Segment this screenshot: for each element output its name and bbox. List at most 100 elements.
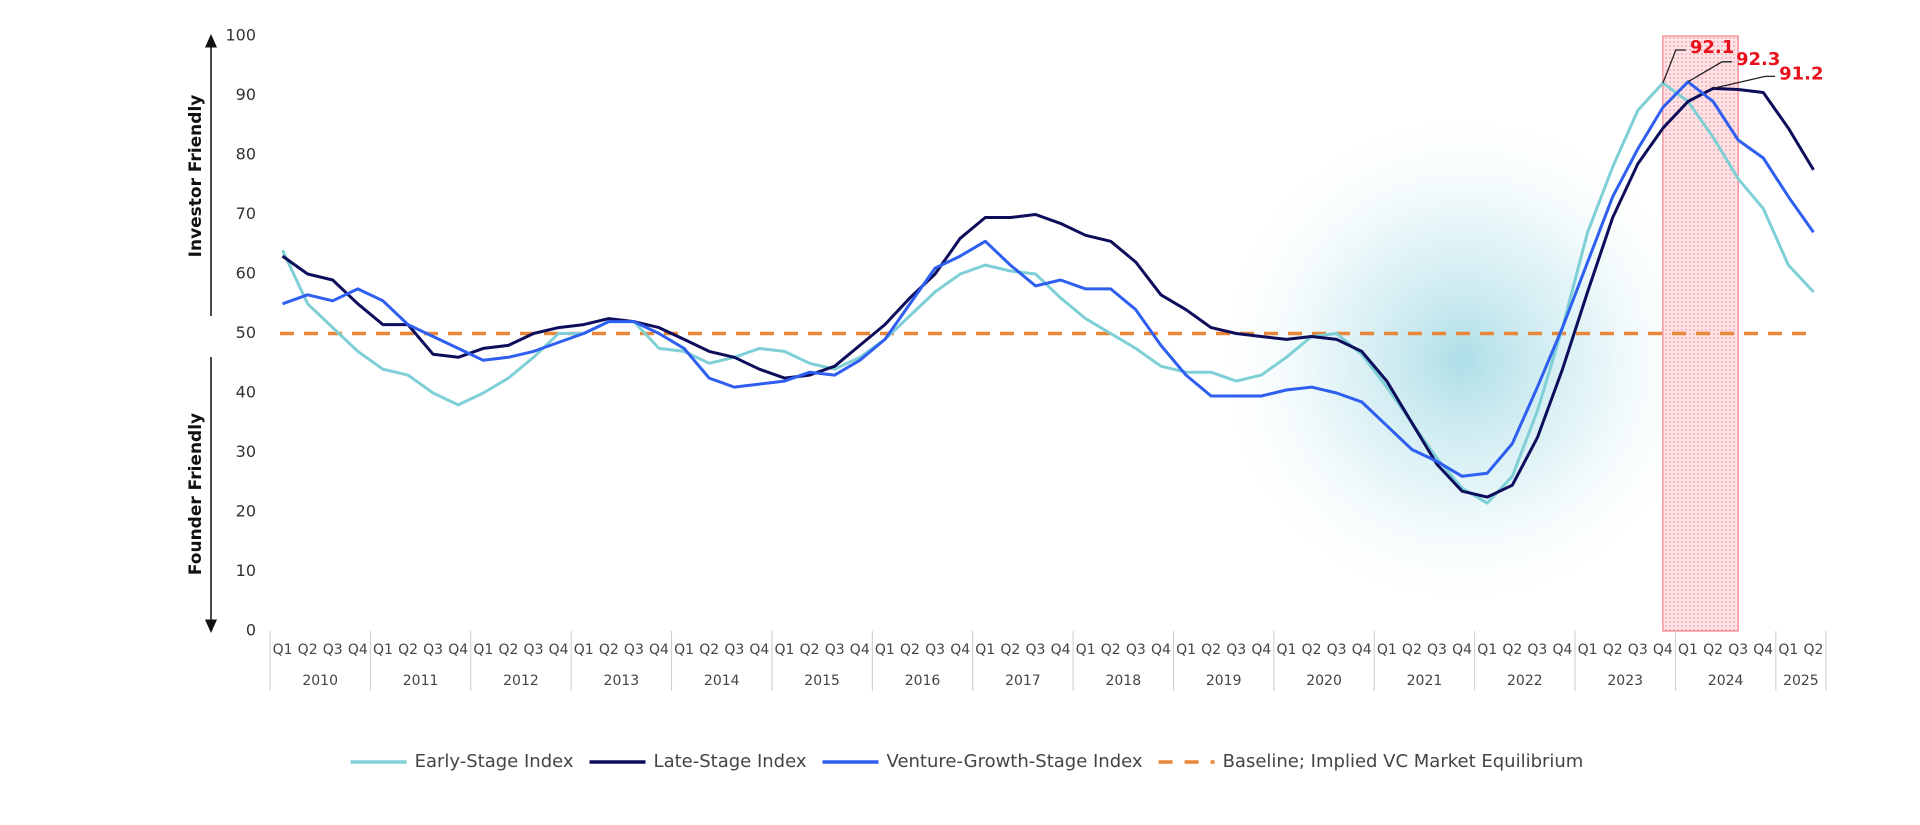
quarter-label: Q4 [348,642,368,658]
quarter-label: Q3 [524,642,544,658]
quarter-label: Q3 [1126,642,1146,658]
y-label-upper: Investor Friendly [186,95,206,258]
quarter-label: Q3 [724,642,744,658]
legend-label: Early-Stage Index [415,751,574,772]
quarter-label: Q4 [549,642,569,658]
y-tick-label: 20 [236,502,256,521]
y-tick-label: 50 [236,323,256,342]
quarter-label: Q4 [1151,642,1171,658]
series-line [281,80,1815,478]
quarter-label: Q1 [574,642,594,658]
quarter-label: Q3 [1025,642,1045,658]
quarter-label: Q3 [1327,642,1347,658]
background-glow [1203,100,1723,620]
quarter-label: Q4 [950,642,970,658]
quarter-label: Q2 [1101,642,1121,658]
quarter-label: Q3 [1527,642,1547,658]
quarter-label: Q2 [1402,642,1422,658]
quarter-label: Q2 [599,642,619,658]
quarter-label: Q1 [1477,642,1497,658]
year-label: 2017 [1005,673,1041,689]
year-label: 2013 [604,673,640,689]
quarter-label: Q4 [1251,642,1271,658]
quarter-label: Q3 [624,642,644,658]
quarter-label: Q4 [1653,642,1673,658]
y-label-lower: Founder Friendly [186,413,206,575]
value-label: 91.2 [1779,63,1823,84]
year-label: 2022 [1507,673,1543,689]
quarter-label: Q2 [498,642,518,658]
quarter-label: Q3 [323,642,343,658]
quarter-label: Q3 [1427,642,1447,658]
y-tick-label: 40 [236,383,256,402]
annotation-leader [1662,49,1686,84]
quarter-label: Q4 [1553,642,1573,658]
quarter-label: Q3 [1628,642,1648,658]
quarter-label: Q2 [1502,642,1522,658]
y-tick-label: 10 [236,561,256,580]
quarter-label: Q2 [900,642,920,658]
quarter-label: Q1 [373,642,393,658]
year-label: 2025 [1783,673,1819,689]
series-line [281,86,1815,499]
quarter-label: Q1 [1176,642,1196,658]
quarter-label: Q4 [448,642,468,658]
quarter-label: Q2 [1803,642,1823,658]
value-label: 92.3 [1736,49,1780,70]
legend-label: Late-Stage Index [654,751,807,772]
quarter-label: Q2 [1201,642,1221,658]
quarter-label: Q2 [1703,642,1723,658]
quarter-label: Q1 [1678,642,1698,658]
quarter-label: Q1 [975,642,995,658]
quarter-label: Q2 [398,642,418,658]
quarter-label: Q1 [1778,642,1798,658]
quarter-label: Q2 [800,642,820,658]
quarter-label: Q3 [1226,642,1246,658]
quarter-label: Q1 [473,642,493,658]
y-tick-label: 70 [236,204,256,223]
quarter-label: Q4 [1352,642,1372,658]
quarter-label: Q2 [699,642,719,658]
quarter-label: Q4 [850,642,870,658]
year-label: 2014 [704,673,740,689]
quarter-label: Q3 [925,642,945,658]
year-label: 2016 [905,673,941,689]
year-label: 2012 [503,673,539,689]
year-label: 2018 [1105,673,1141,689]
quarter-label: Q4 [1051,642,1071,658]
annotation-leader [1712,75,1776,89]
year-label: 2021 [1407,673,1443,689]
year-label: 2020 [1306,673,1342,689]
quarter-label: Q2 [1000,642,1020,658]
series-line [281,81,1815,505]
y-tick-label: 0 [246,621,256,640]
year-label: 2019 [1206,673,1242,689]
quarter-label: Q1 [674,642,694,658]
y-tick-label: 80 [236,145,256,164]
quarter-label: Q4 [749,642,769,658]
quarter-label: Q1 [1578,642,1598,658]
year-label: 2011 [403,673,439,689]
quarter-label: Q2 [1302,642,1322,658]
value-label: 92.1 [1690,37,1734,58]
y-tick-label: 100 [225,26,256,45]
y-tick-label: 90 [236,85,256,104]
quarter-label: Q1 [1076,642,1096,658]
quarter-label: Q4 [649,642,669,658]
year-label: 2023 [1607,673,1643,689]
year-label: 2015 [804,673,840,689]
quarter-label: Q1 [273,642,293,658]
quarter-label: Q2 [298,642,318,658]
y-tick-label: 60 [236,264,256,283]
quarter-label: Q4 [1452,642,1472,658]
annotation-leader [1687,61,1732,83]
quarter-label: Q1 [775,642,795,658]
y-tick-label: 30 [236,442,256,461]
quarter-label: Q3 [1728,642,1748,658]
legend: Early-Stage Index Late-Stage Index Venture… [350,751,1583,772]
quarter-label: Q4 [1753,642,1773,658]
quarter-label: Q3 [825,642,845,658]
legend-label: Venture-Growth-Stage Index [887,751,1143,772]
year-label: 2010 [302,673,338,689]
